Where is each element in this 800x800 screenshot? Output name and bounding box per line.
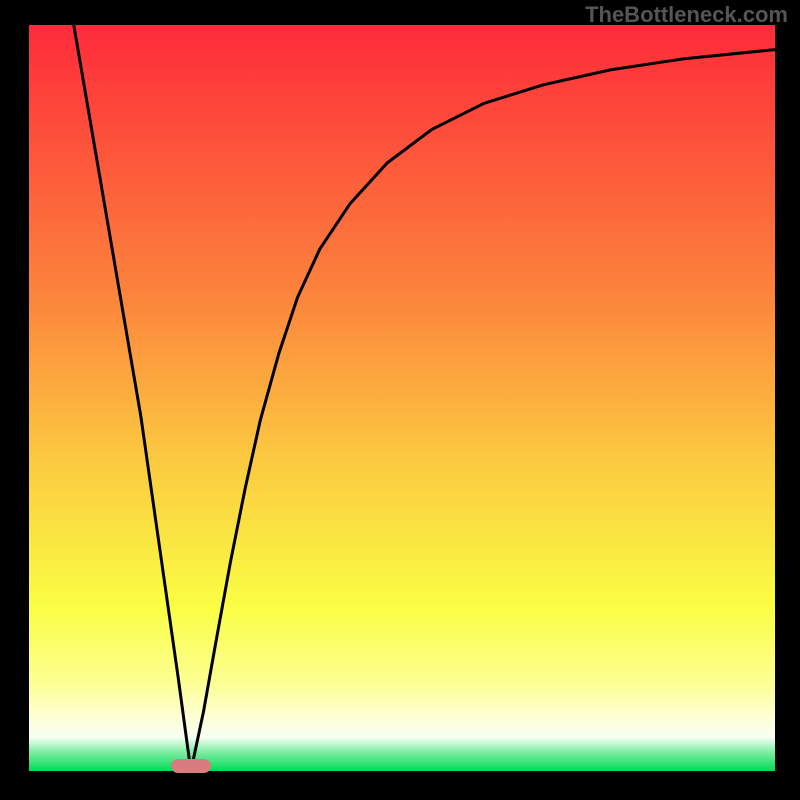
chart-container: TheBottleneck.com bbox=[0, 0, 800, 800]
curve-path bbox=[74, 25, 775, 771]
bottleneck-curve bbox=[29, 25, 775, 771]
plot-area bbox=[29, 25, 775, 771]
optimal-marker bbox=[171, 759, 211, 773]
watermark-text: TheBottleneck.com bbox=[585, 2, 788, 28]
